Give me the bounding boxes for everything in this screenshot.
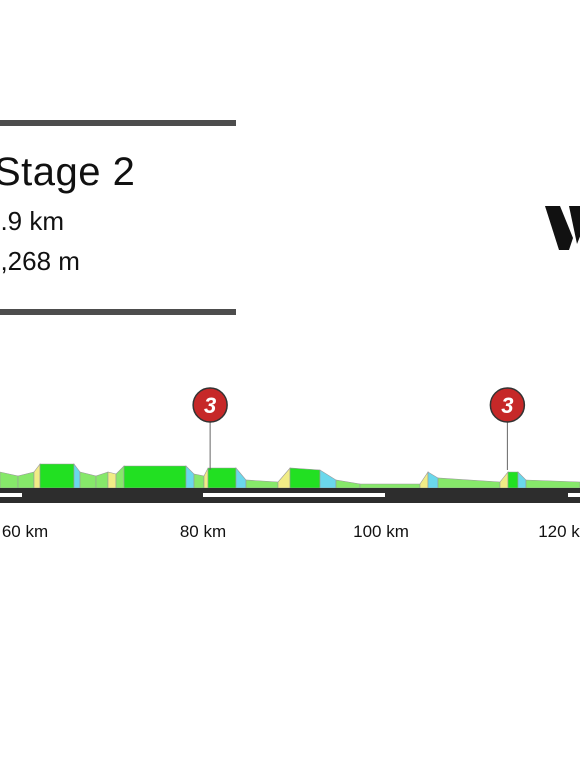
km-label: 120 k [538,522,580,541]
terrain-segment [79,471,97,489]
terrain-segment [33,463,41,489]
terrain-segment [245,479,279,489]
terrain-segment [0,471,19,489]
road-stripe [0,493,22,497]
terrain-segment [517,471,527,489]
terrain-segment [185,465,195,489]
terrain-segment [319,469,337,489]
terrain-segment [73,463,81,489]
km-label: 60 km [1,522,49,541]
terrain-segment [193,473,205,489]
terrain-segment [419,471,429,489]
road-stripe [568,493,580,497]
terrain-segment [115,465,125,489]
climb-category-label: 3 [501,393,513,418]
climb-category-label: 3 [204,393,216,418]
climb-category-badge [489,387,526,423]
stage-elevation-gain: 1,268 m [0,246,80,276]
terrain-segment [507,471,519,489]
terrain-segment [525,479,580,489]
terrain-segment [289,467,321,489]
stage-distance: 6.9 km [0,206,65,236]
terrain-segment [207,467,237,489]
terrain-segment [235,467,247,489]
header-bottom-rule [0,309,236,315]
climb-category-badge [192,387,228,423]
terrain-segment [277,467,291,489]
terrain-segment [335,479,361,489]
terrain-segment [95,471,109,489]
terrain-segment [427,471,439,489]
road-stripe [203,493,385,497]
brand-v-logo-icon [545,206,580,250]
terrain-segment [17,471,35,489]
km-label: 100 km [353,522,409,541]
km-label: 80 km [179,522,227,541]
terrain-segment [437,477,501,489]
stage-title: Stage 2 [0,150,136,194]
terrain-segment [123,465,187,489]
terrain-segment [499,471,509,489]
header-top-rule [0,120,236,126]
terrain-segment [107,471,117,489]
terrain-segment [203,467,209,489]
terrain-segment [39,463,75,489]
terrain-segment [359,483,421,489]
